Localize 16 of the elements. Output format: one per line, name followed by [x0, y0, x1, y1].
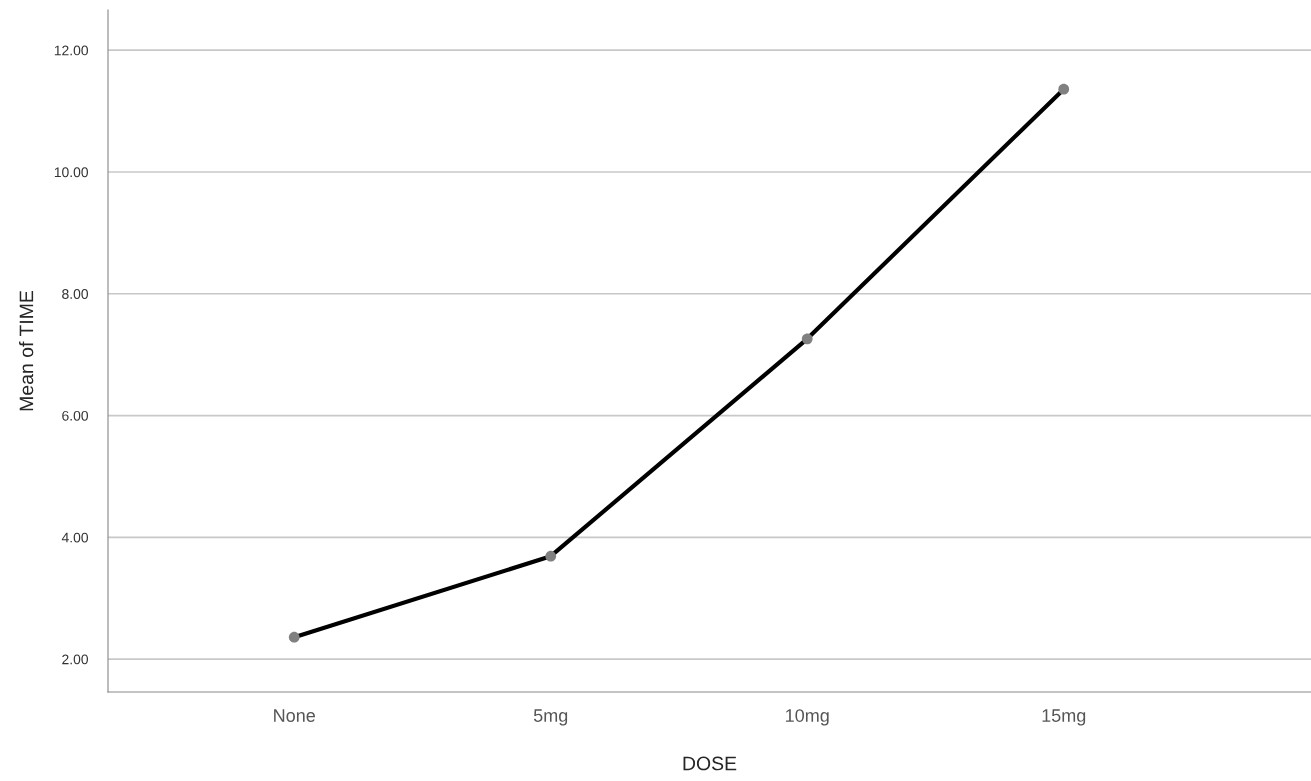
y-tick-label: 10.00	[54, 167, 89, 178]
point	[1058, 83, 1070, 95]
x-tick-label: None	[274, 709, 315, 722]
point	[801, 333, 813, 345]
y-axis-title: Mean of TIME	[19, 290, 34, 411]
y-tick-label: 4.00	[61, 532, 89, 543]
x-tick-label: 15mg	[1042, 709, 1086, 726]
x-axis-title: DOSE	[683, 756, 737, 771]
y-tick-label: 6.00	[62, 410, 89, 421]
x-tick-label: 10mg	[786, 709, 829, 726]
y-tick-label: 2.00	[62, 654, 89, 665]
point	[288, 631, 300, 643]
point	[545, 550, 557, 562]
y-tick-label: 12.00	[54, 45, 89, 56]
y-tick-label: 8.00	[62, 289, 89, 299]
x-tick-label: 5mg	[533, 709, 568, 726]
